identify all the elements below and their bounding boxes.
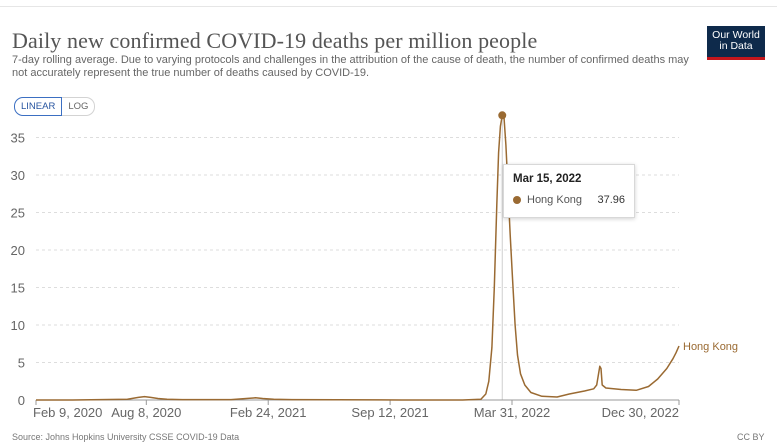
logo-line-2: in Data [719,40,753,52]
highlight-point [498,111,507,120]
y-tick-label-20: 20 [11,243,25,258]
x-tick-label-1: Aug 8, 2020 [111,405,181,420]
x-tick-label-5: Dec 30, 2022 [602,405,679,420]
x-tick-label-0: Feb 9, 2020 [33,405,102,420]
y-tick-label-25: 25 [11,206,25,221]
linear-scale-button[interactable]: LINEAR [14,97,63,116]
source-note[interactable]: Source: Johns Hopkins University CSSE CO… [12,432,240,442]
tooltip-value: 37.96 [597,194,625,206]
y-tick-label-15: 15 [11,281,25,296]
data-tooltip: Mar 15, 2022 Hong Kong 37.96 [503,164,635,218]
tooltip-date: Mar 15, 2022 [513,173,582,185]
series-line-hong-kong [36,114,680,401]
grid-layer [36,115,679,400]
owid-logo[interactable]: Our World in Data [707,26,765,60]
x-tick-label-4: Mar 31, 2022 [474,405,551,420]
chart-title: Daily new confirmed COVID-19 deaths per … [12,28,538,53]
tooltip-series-dot [513,196,521,204]
tooltip-series-name: Hong Kong [527,194,583,206]
y-tick-label-35: 35 [11,131,25,146]
y-tick-label-10: 10 [11,318,25,333]
license-link[interactable]: CC BY [737,432,765,442]
y-tick-label-5: 5 [18,356,25,371]
tooltip-row: Hong Kong 37.96 [513,194,625,206]
logo-line-1: Our World [712,29,760,41]
y-tick-label-30: 30 [11,168,25,183]
series-layer: Hong Kong [36,111,738,401]
axis-layer: 0 5 10 15 20 25 30 35 Feb 9, 2020 Aug 8, 2020 Feb … [11,131,680,420]
scale-toggle: LINEAR LOG [14,97,96,116]
series-end-label: Hong Kong [683,341,738,353]
x-tick-label-3: Sep 12, 2021 [351,405,428,420]
y-tick-label-0: 0 [18,393,25,408]
log-scale-button[interactable]: LOG [62,97,96,116]
chart-subtitle: 7-day rolling average. Due to varying pr… [12,54,689,79]
x-tick-label-2: Feb 24, 2021 [230,405,307,420]
logo-accent-bar [707,57,765,60]
top-border [0,0,777,7]
